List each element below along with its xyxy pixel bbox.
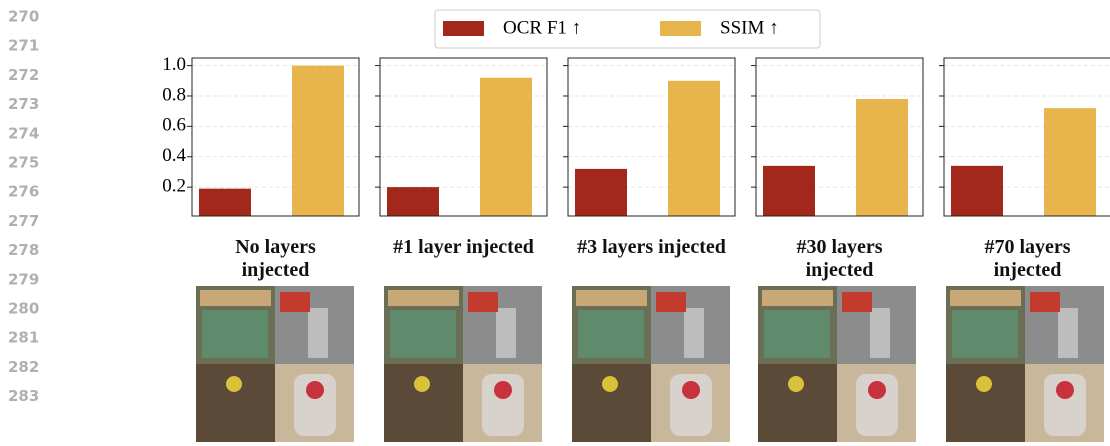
legend-swatch xyxy=(660,21,701,36)
bar xyxy=(763,166,815,216)
bar xyxy=(1044,108,1096,216)
image xyxy=(946,286,1104,442)
bar xyxy=(387,187,439,216)
y-tick-label: 0.2 xyxy=(162,175,186,196)
line-number: 278 xyxy=(8,241,39,259)
line-number: 272 xyxy=(8,66,39,84)
subplot-title: #1 layer injected xyxy=(389,236,539,259)
subplot-title: #30 layers injected xyxy=(765,236,915,282)
image xyxy=(758,286,916,442)
y-tick-label: 0.8 xyxy=(162,84,186,105)
bar xyxy=(480,78,532,216)
bar xyxy=(951,166,1003,216)
subplot-title: #70 layers injected xyxy=(953,236,1103,282)
bar xyxy=(199,189,251,216)
subplot-title: No layers injected xyxy=(201,236,351,282)
line-number: 271 xyxy=(8,37,39,55)
line-number: 276 xyxy=(8,183,39,201)
line-number: 274 xyxy=(8,124,39,142)
line-number: 280 xyxy=(8,300,39,318)
legend-swatch xyxy=(443,21,484,36)
figure: 270 271 272 273 274 275 276 277 278 279 280 281 282 2… xyxy=(0,0,1110,446)
line-number: 283 xyxy=(8,387,39,405)
line-number: 282 xyxy=(8,358,39,376)
image xyxy=(384,286,542,442)
subplot-title: #3 layers injected xyxy=(577,236,727,259)
bar xyxy=(856,99,908,216)
y-tick-label: 0.6 xyxy=(162,115,186,136)
line-number: 275 xyxy=(8,154,39,172)
bar xyxy=(575,169,627,216)
image xyxy=(572,286,730,442)
legend-label: SSIM ↑ xyxy=(720,17,779,38)
line-number: 279 xyxy=(8,270,39,288)
y-tick-label: 1.0 xyxy=(162,54,186,75)
line-number: 277 xyxy=(8,212,39,230)
y-tick-label: 0.4 xyxy=(162,145,186,166)
image xyxy=(196,286,354,442)
line-number: 281 xyxy=(8,329,39,347)
line-number: 273 xyxy=(8,95,39,113)
bar xyxy=(292,66,344,216)
chart: 270 271 272 273 274 275 276 277 278 279 280 281 282 2… xyxy=(0,0,1110,446)
legend-label: OCR F1 ↑ xyxy=(503,17,581,38)
line-number: 270 xyxy=(8,8,39,26)
bar xyxy=(668,81,720,216)
